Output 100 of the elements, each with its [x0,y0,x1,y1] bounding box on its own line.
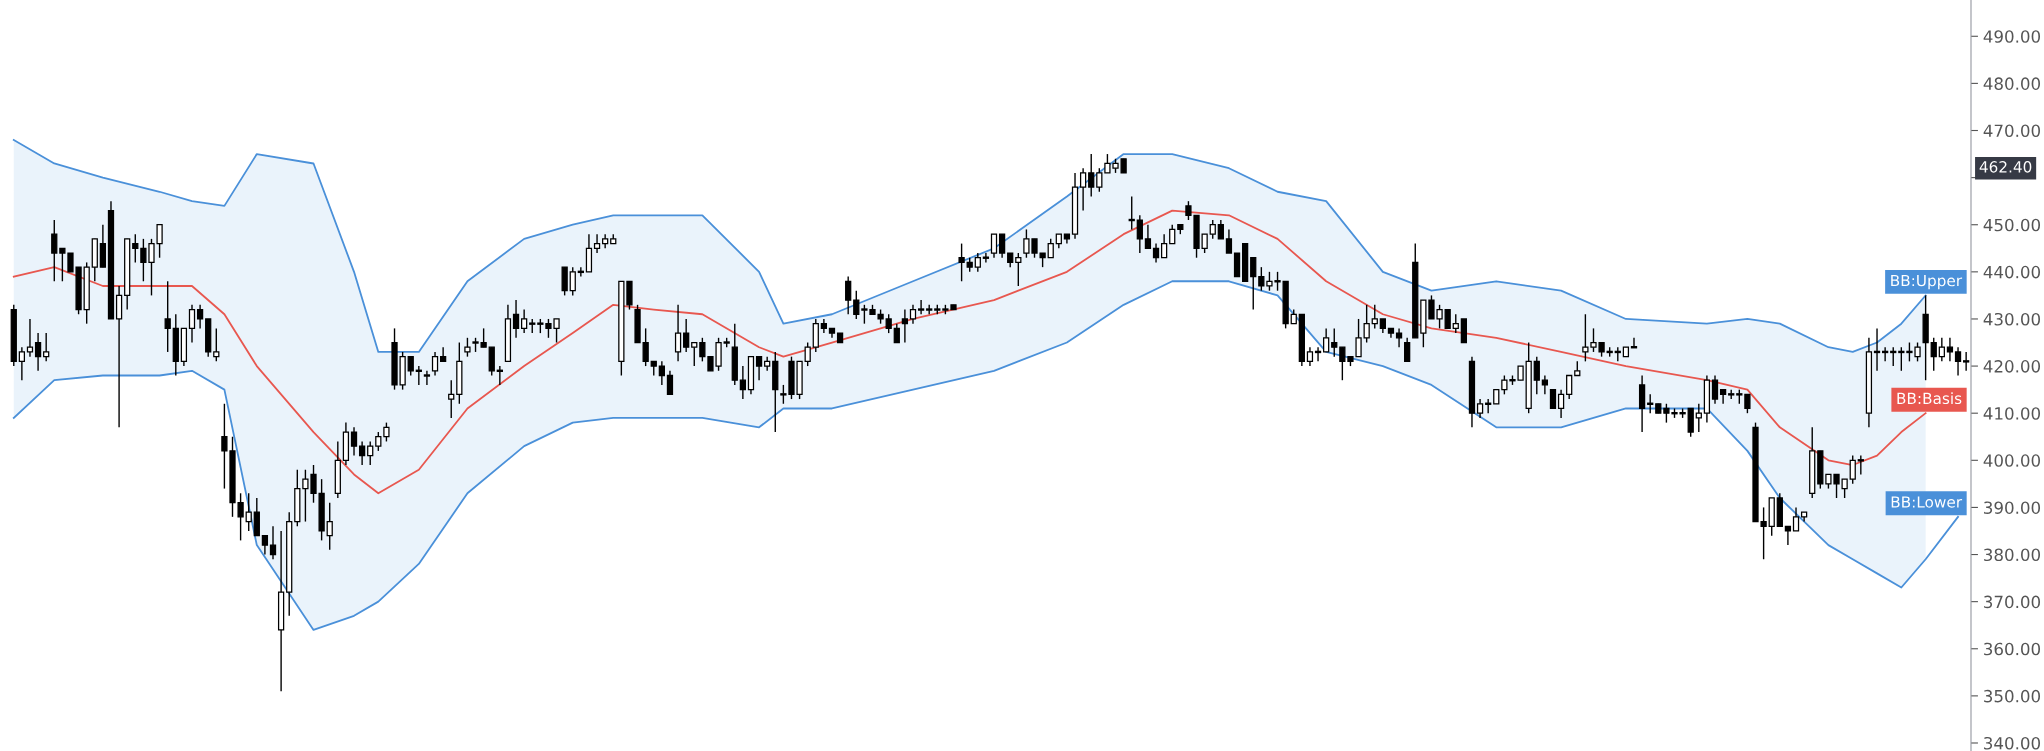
candlestick [1015,252,1022,287]
series-label: BB:Basis [1897,392,1962,405]
candlestick [1404,337,1411,363]
candlestick [1792,506,1800,532]
candlestick [34,332,42,372]
candlestick [1144,224,1152,249]
candlestick [350,426,358,457]
candlestick [448,379,455,419]
candlestick [1250,257,1257,311]
candlestick [1719,388,1727,405]
candlestick [1460,318,1468,344]
candlestick [188,304,196,344]
candlestick [423,370,431,386]
candlestick [1306,346,1314,367]
candlestick [439,346,447,363]
candlestick [1711,374,1719,405]
candlestick [812,318,819,353]
y-tick-label: 390.00 [1984,501,2041,514]
candlestick [512,299,520,339]
candlestick [1557,388,1565,419]
candlestick [958,242,965,282]
candlestick [358,440,366,466]
candlestick [593,233,601,254]
y-tick-label: 450.00 [1983,218,2041,232]
candlestick [1444,308,1451,330]
candlestick [196,304,204,330]
candlestick [1549,389,1557,410]
candlestick [464,337,471,358]
candlestick [917,299,925,315]
candlestick [1566,374,1573,400]
y-tick-label: 480.00 [1983,77,2041,90]
y-tick-label: 440.00 [1983,265,2041,279]
candlestick [893,322,900,344]
candlestick [1096,167,1103,193]
candlestick [1638,374,1646,433]
candlestick [253,497,260,537]
candlestick [658,360,665,386]
candlestick [164,280,171,353]
candlestick [1930,337,1937,372]
candlestick [213,327,220,363]
candlestick [1371,304,1378,330]
candlestick [383,421,390,443]
candlestick [115,285,123,429]
y-tick-label: 340.00 [1984,736,2041,750]
candlestick [683,318,690,353]
y-tick-label: 490.00 [1983,30,2041,43]
candlestick [885,313,892,334]
text: 462.40 [1979,161,2032,173]
candlestick [853,289,860,320]
candlestick [43,332,50,363]
y-tick-label: 360.00 [1984,642,2041,656]
candlestick [1857,454,1864,476]
candlestick [974,252,981,273]
candlestick [488,346,495,377]
candlestick [909,304,917,325]
candlestick [1687,407,1694,438]
candlestick [1533,355,1540,396]
candlestick [1476,398,1484,419]
y-tick-label: 430.00 [1983,312,2041,326]
candlestick [1217,219,1224,240]
candlestick [561,266,568,297]
y-tick-label: 420.00 [1983,360,2041,373]
candlestick [521,308,528,334]
candlestick [1323,327,1330,353]
candlestick [51,219,58,282]
candlestick [1136,214,1143,254]
candlestick [998,233,1006,259]
candlestick [982,252,990,264]
y-tick-label: 380.00 [1984,548,2041,562]
candlestick [739,365,747,400]
candlestick [1946,337,1954,363]
candlestick [407,355,414,377]
candlestick [1233,252,1241,278]
candlestick [666,370,674,396]
candlestick [1088,153,1095,198]
candlestick [1744,393,1751,414]
candlestick [269,525,277,560]
candlestick [1152,242,1160,264]
candlestick [804,341,811,367]
candlestick [1395,327,1403,348]
candlestick [1695,403,1702,433]
series-label: BB:Upper [1891,274,1963,290]
candlestick [990,233,998,259]
candlestick [99,224,107,268]
candlestick [901,308,909,344]
y-tick-label: 370.00 [1984,595,2041,609]
candlestick [326,502,333,551]
candlestick [375,431,382,452]
candlestick [26,318,34,358]
candlestick [1225,228,1233,254]
candlestick [569,266,576,297]
y-tick-label: 470.00 [1983,124,2041,138]
y-tick-label: 350.00 [1984,689,2041,703]
candlestick [367,440,374,466]
candlestick [431,351,439,377]
candlestick [1541,374,1549,396]
candlestick [1849,454,1856,485]
candlestick [1784,525,1792,546]
candlestick [674,304,682,363]
candlestick [1331,327,1338,358]
